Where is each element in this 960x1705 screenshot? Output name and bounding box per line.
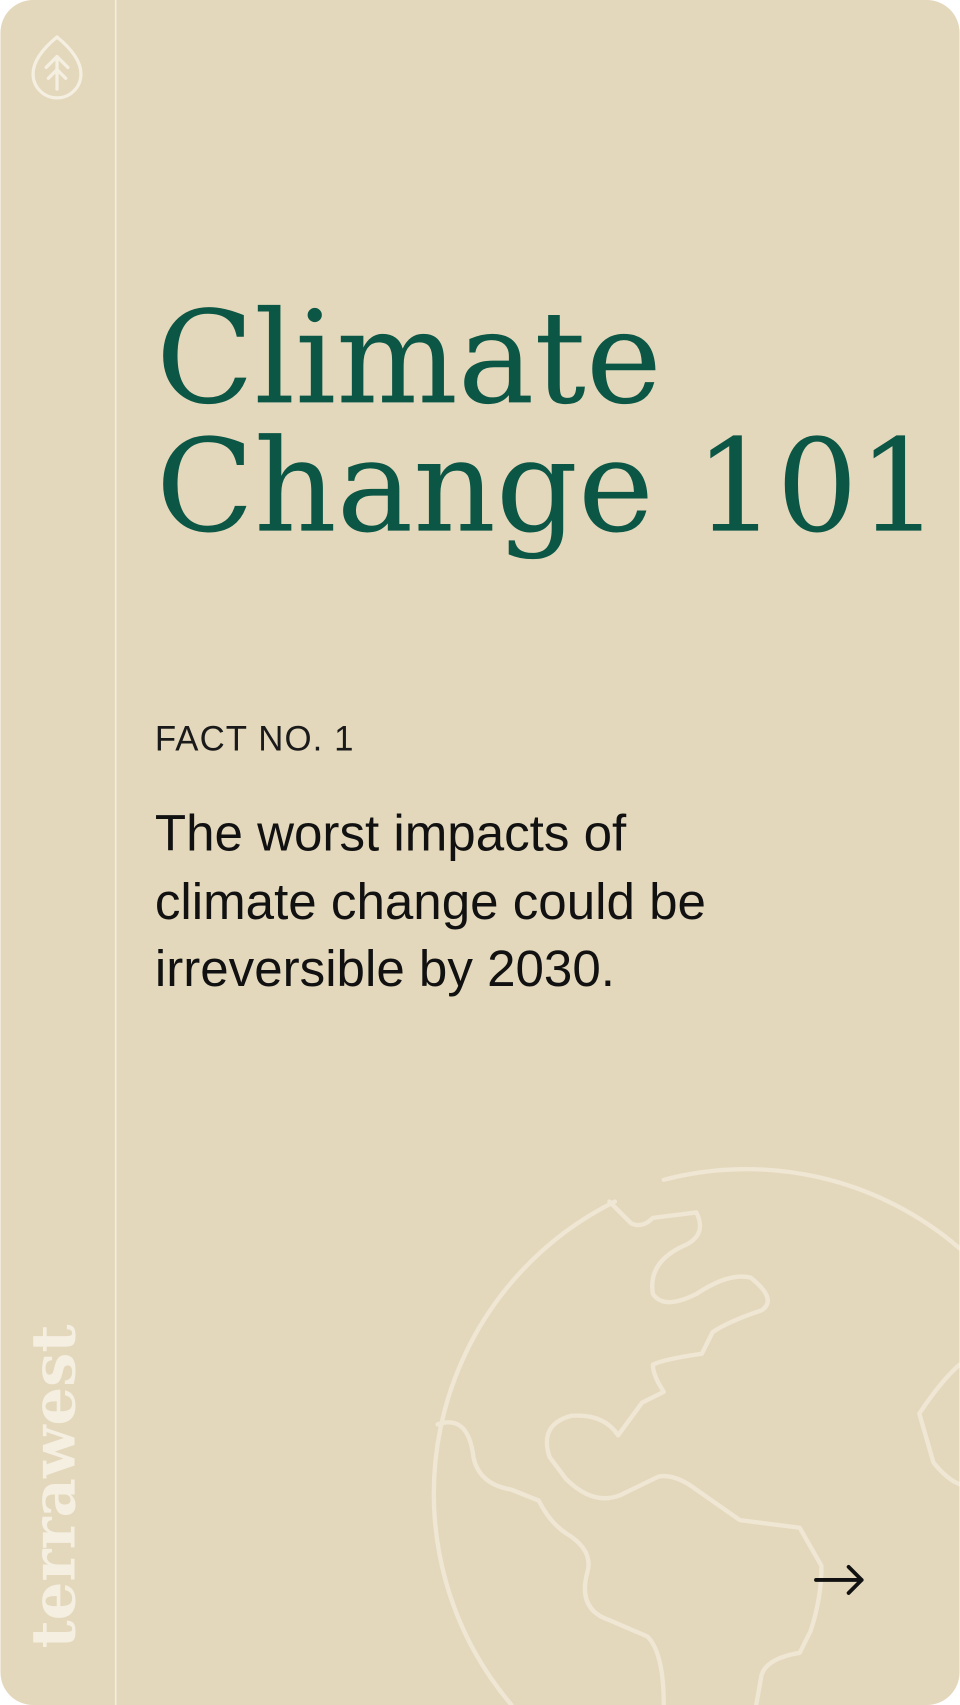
globe-outline — [431, 1199, 618, 1705]
title-line: Climate — [156, 284, 662, 433]
fact-text: irreversible by 2030. — [155, 940, 615, 997]
globe-illustration — [431, 1167, 960, 1705]
logo-leaf — [31, 35, 83, 100]
fact-text: The worst impacts of — [155, 804, 627, 861]
logo-tree — [44, 54, 70, 91]
globe-outline — [661, 1167, 960, 1251]
continent — [544, 1199, 824, 1705]
continent — [917, 1362, 960, 1487]
next-arrow[interactable] — [814, 1565, 864, 1595]
fact-label: FACT NO. 1 — [155, 720, 355, 758]
logo[interactable] — [31, 35, 83, 100]
fact-text: climate change could be — [155, 873, 706, 930]
brand-wordmark: terrawest — [18, 1324, 89, 1648]
continent — [435, 1420, 666, 1705]
title-line: Change 101 — [156, 413, 940, 562]
